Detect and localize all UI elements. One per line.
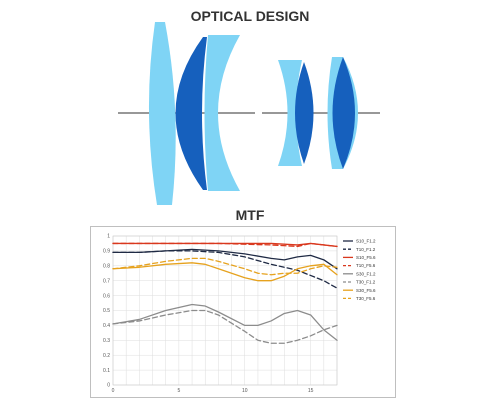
chart-legend: S10_F1.2 T10_F1.2 S10_F5.6 T10_F5.6 S30_F1.2…: [343, 239, 376, 301]
y-tick-label: 0.5: [103, 308, 110, 314]
y-tick-label: 0.8: [103, 264, 110, 270]
series-line-t10-f1-2: [112, 250, 338, 289]
y-tick-label: 0.9: [103, 249, 110, 255]
lens-1-element: [148, 22, 176, 205]
x-tick-label: 0: [112, 388, 115, 394]
x-tick-label: 10: [242, 388, 248, 394]
lens-3-element: [204, 35, 240, 191]
series-line-t30-f1-2: [112, 309, 338, 344]
series-line-t10-f5-6: [112, 242, 338, 248]
mtf-title: MTF: [235, 207, 265, 223]
y-tick-label: 0: [107, 383, 110, 389]
legend-label: S10_F1.2: [356, 239, 376, 244]
lens-4-element: [278, 60, 302, 166]
series-line-s30-f5-6: [112, 262, 338, 282]
series-line-s30-f1-2: [112, 303, 338, 341]
chart-axes: 00.10.20.30.40.50.60.70.80.910 5 10 15: [103, 234, 338, 394]
lens-7-element: [332, 57, 355, 169]
mtf-chart: 00.10.20.30.40.50.60.70.80.910 5 10 15 S10_…: [103, 234, 376, 394]
legend-label: S30_F5.6: [356, 288, 376, 293]
legend-label: T30_F1.2: [356, 280, 376, 285]
x-tick-label: 15: [308, 388, 314, 394]
y-tick-label: 0.1: [103, 368, 110, 374]
chart-series: [112, 242, 338, 344]
y-tick-label: 0.3: [103, 338, 110, 344]
mtf-chart-frame: 0 0.1 0.2 0.3 0.4 0.5 0.6 0.7 0.8 0.9 1 0 5 10 15 S10_…: [90, 226, 396, 398]
legend-label: T10_F1.2: [356, 247, 376, 252]
legend-label: T10_F5.6: [356, 263, 376, 268]
legend-label: S10_F5.6: [356, 255, 376, 260]
optical-design-diagram: [118, 22, 380, 205]
lens-2-element: [175, 37, 207, 190]
series-line-t30-f5-6: [112, 257, 338, 276]
chart-grid: [112, 235, 338, 386]
y-tick-label: 0.6: [103, 293, 110, 299]
optical-design-title: OPTICAL DESIGN: [190, 8, 310, 24]
lens-5-element: [295, 62, 314, 164]
plot-area-border: [112, 235, 338, 386]
x-tick-label: 5: [177, 388, 180, 394]
y-tick-label: 0.2: [103, 353, 110, 359]
legend-label: S30_F1.2: [356, 271, 376, 276]
y-tick-label: 1: [107, 234, 110, 240]
y-tick-label: 0.4: [103, 323, 110, 329]
y-tick-label: 0.7: [103, 278, 110, 284]
legend-label: T30_F5.6: [356, 296, 376, 301]
